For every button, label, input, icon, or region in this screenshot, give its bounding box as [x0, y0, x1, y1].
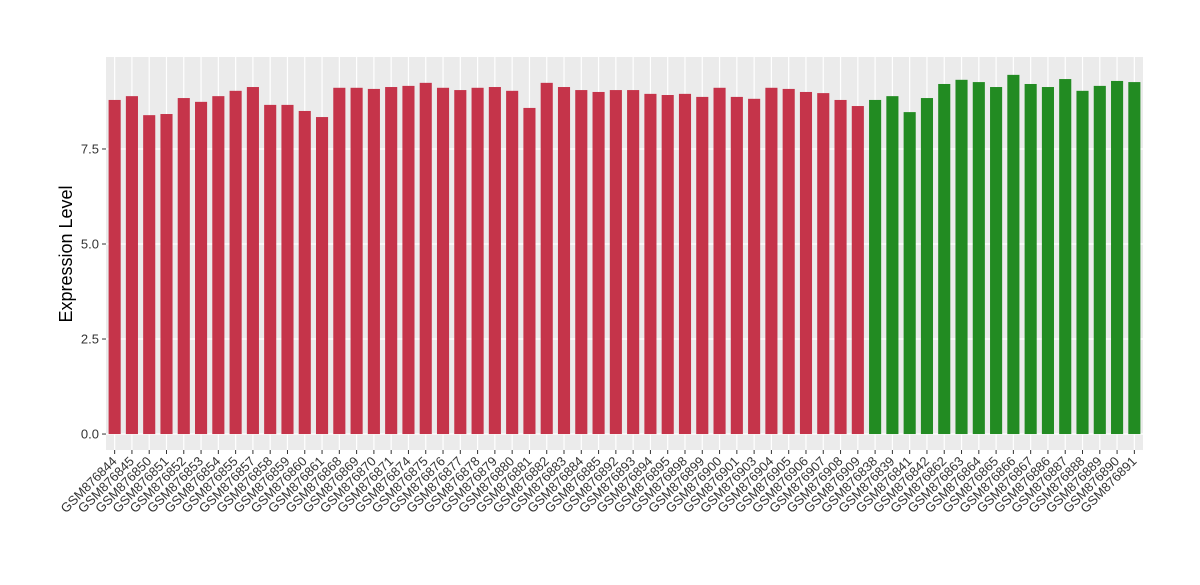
bar: [1059, 79, 1072, 435]
y-tick-label: 2.5: [81, 332, 99, 347]
bar: [1128, 82, 1141, 435]
bar: [834, 99, 847, 435]
bar: [436, 87, 450, 435]
bar: [264, 104, 277, 435]
bar: [350, 87, 363, 435]
bar: [125, 96, 138, 435]
bar: [402, 85, 415, 435]
y-axis-title: Expression Level: [56, 185, 76, 322]
bar: [1024, 83, 1037, 435]
bar: [108, 99, 121, 435]
bar: [817, 93, 830, 435]
bar: [419, 82, 432, 435]
y-tick-label: 7.5: [81, 141, 99, 156]
bar: [246, 87, 259, 435]
bar: [938, 83, 951, 435]
bar: [782, 88, 795, 435]
bar: [851, 106, 864, 435]
bar: [1007, 74, 1020, 435]
bar: [903, 112, 916, 435]
bar: [471, 87, 484, 435]
bar: [315, 117, 329, 435]
bar: [990, 87, 1003, 435]
bar: [557, 87, 571, 435]
bar: [1111, 80, 1124, 435]
bar: [298, 110, 311, 435]
bar: [177, 98, 190, 435]
bar: [1093, 85, 1106, 435]
bar: [592, 91, 605, 435]
bar: [1041, 87, 1054, 435]
bar: [160, 114, 173, 435]
bar: [661, 95, 674, 435]
bar: [523, 107, 536, 435]
bar: [886, 96, 899, 435]
bar: [143, 115, 156, 435]
bar: [799, 91, 813, 435]
bar: [920, 98, 934, 435]
bar: [229, 90, 242, 435]
bar: [575, 90, 588, 435]
bar: [869, 99, 882, 435]
bar: [367, 88, 380, 435]
bar: [281, 104, 294, 435]
bar: [955, 79, 968, 435]
bar: [678, 93, 692, 435]
y-tick-label: 5.0: [81, 236, 99, 251]
bar: [454, 90, 467, 435]
bar: [488, 87, 501, 435]
bar: [540, 82, 553, 435]
bar: [385, 87, 398, 435]
bar: [644, 93, 657, 435]
bar: [696, 96, 709, 435]
bar: [765, 87, 778, 435]
bar: [506, 90, 519, 435]
bar: [1076, 90, 1089, 435]
bar: [972, 82, 985, 435]
bar: [609, 90, 622, 435]
bar: [333, 87, 346, 435]
plot-background: [106, 57, 1143, 450]
bar: [748, 98, 761, 435]
bar: [212, 96, 225, 435]
bar: [195, 101, 208, 435]
bar: [627, 90, 640, 435]
bar: [730, 96, 743, 435]
bar: [713, 87, 726, 435]
y-tick-label: 0.0: [81, 427, 99, 442]
